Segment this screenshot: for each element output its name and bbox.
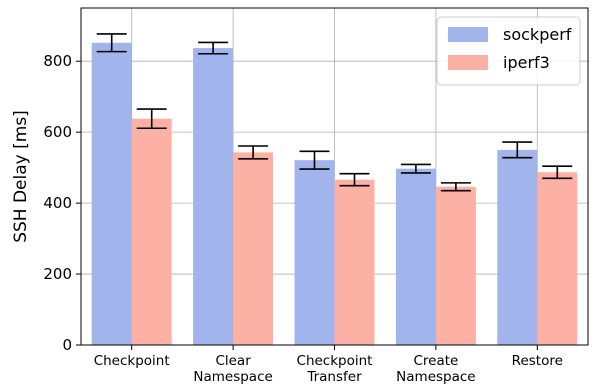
x-tick-label: Checkpoint xyxy=(94,353,170,369)
bar-sockperf xyxy=(193,48,234,345)
error-bar-iperf3 xyxy=(440,182,471,192)
error-bar-iperf3 xyxy=(136,108,167,130)
bar-sockperf xyxy=(497,149,538,345)
error-bar-sockperf xyxy=(96,33,127,53)
legend-swatch-sockperf xyxy=(448,27,488,42)
bar-iperf3 xyxy=(435,186,476,345)
x-tick-label: Checkpoint Transfer xyxy=(297,353,373,385)
x-tick-label: Restore xyxy=(512,353,563,369)
y-tick-label: 0 xyxy=(62,336,72,354)
bar-sockperf xyxy=(294,160,335,345)
error-bar-iperf3 xyxy=(542,165,573,180)
error-bars xyxy=(96,33,573,192)
error-bar-sockperf xyxy=(502,141,533,159)
legend-label-sockperf: sockperf xyxy=(503,25,572,44)
x-tick-label: Create Namespace xyxy=(396,353,475,385)
error-bar-sockperf xyxy=(400,163,431,174)
bar-iperf3 xyxy=(233,152,274,345)
y-tick-label: 400 xyxy=(43,194,72,212)
legend-label-iperf3: iperf3 xyxy=(503,53,550,72)
error-bar-iperf3 xyxy=(339,172,370,187)
error-bar-iperf3 xyxy=(238,145,269,160)
legend: sockperf iperf3 xyxy=(436,16,581,86)
y-tick-label: 200 xyxy=(43,265,72,283)
bar-iperf3 xyxy=(131,118,172,346)
y-axis-ticks: 0 200 400 600 800 xyxy=(43,52,81,354)
bar-iperf3 xyxy=(334,179,375,345)
bar-sockperf xyxy=(91,42,132,345)
x-tick-label: Clear Namespace xyxy=(193,353,272,385)
x-axis-ticks: Checkpoint Clear Namespace Checkpoint Transf… xyxy=(94,345,563,385)
y-tick-label: 600 xyxy=(43,123,72,141)
error-bar-sockperf xyxy=(198,41,229,55)
y-axis-label: SSH Delay [ms] xyxy=(11,110,31,243)
y-tick-label: 800 xyxy=(43,52,72,70)
bar-sockperf xyxy=(395,168,436,345)
bars xyxy=(91,42,578,346)
legend-swatch-iperf3 xyxy=(448,55,488,70)
bar-iperf3 xyxy=(537,172,578,345)
error-bar-sockperf xyxy=(299,150,330,170)
